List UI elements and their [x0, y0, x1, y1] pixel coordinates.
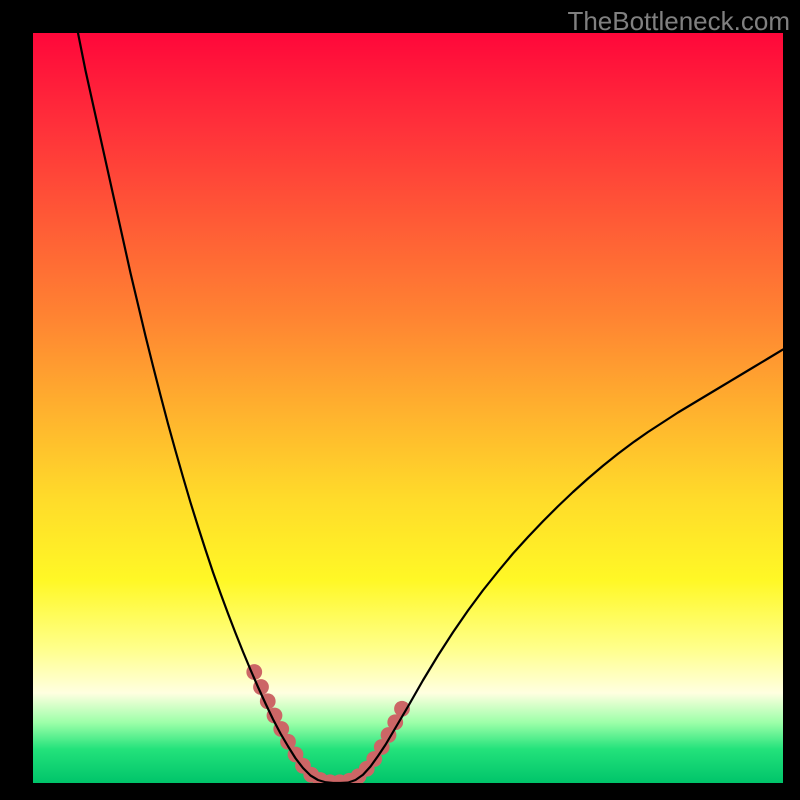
chart-frame: TheBottleneck.com: [0, 0, 800, 800]
gradient-background: [33, 33, 783, 783]
watermark-text: TheBottleneck.com: [567, 6, 790, 37]
bottleneck-chart: [33, 33, 783, 783]
plot-area: [33, 33, 783, 783]
